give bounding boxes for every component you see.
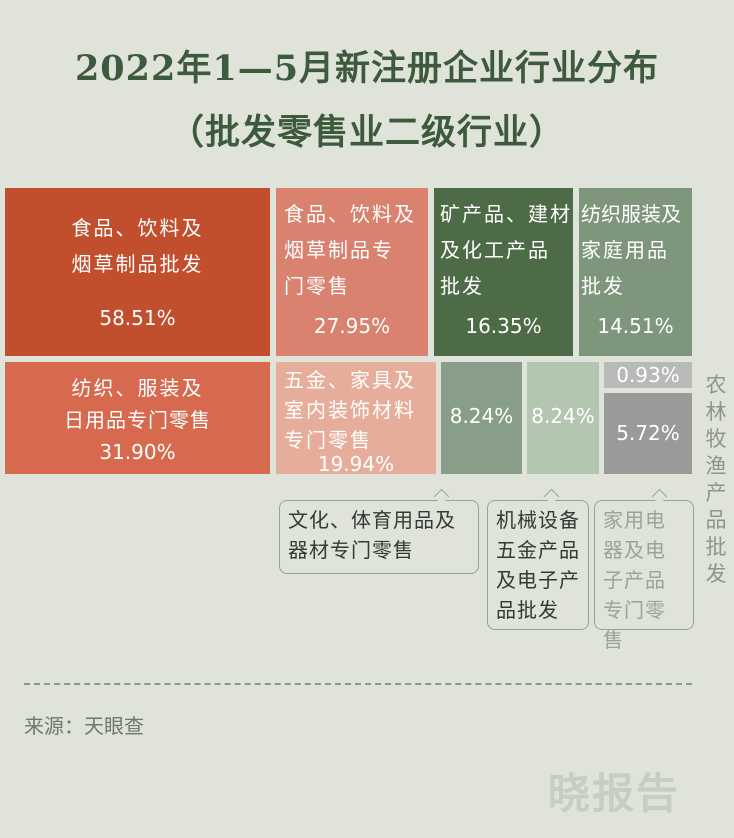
tile-machinery-wholesale: 8.24% <box>527 362 599 474</box>
tile-label-line: 门零售 <box>284 274 350 298</box>
tile-label-line: 日用品专门零售 <box>64 408 211 432</box>
callout-text: 家用电器及电子产品专门零售 <box>603 508 666 652</box>
tile-value: 58.51% <box>99 306 176 330</box>
divider <box>24 683 692 685</box>
tile-value: 5.72% <box>616 421 680 445</box>
tile-minerals-wholesale: 矿产品、建材 及化工产品 批发 16.35% <box>434 188 573 356</box>
tile-hardware-retail: 五金、家具及 室内装饰材料 专门零售 19.94% <box>276 362 436 476</box>
tile-label-line: 矿产品、建材 <box>440 202 572 226</box>
tile-label-line: 室内装饰材料 <box>284 398 416 422</box>
tile-culture-retail: 8.24% <box>441 362 522 474</box>
tile-label-line: 家庭用品 <box>581 238 669 262</box>
callout-culture-retail: 文化、体育用品及器材专门零售 <box>279 500 479 574</box>
tile-label-line: 纺织、服装及 <box>71 376 204 400</box>
tile-value: 8.24% <box>531 404 595 428</box>
brand-watermark: 晓报告 <box>548 769 681 818</box>
tile-value: 19.94% <box>317 452 395 476</box>
callout-appliance-retail: 家用电器及电子产品专门零售 <box>594 500 694 652</box>
tile-label-line: 食品、饮料及 <box>71 216 204 240</box>
tile-label-line: 批发 <box>581 274 625 298</box>
tile-label-line: 烟草制品批发 <box>71 252 204 276</box>
chart-subtitle: （批发零售业二级行业） <box>168 112 565 153</box>
callout-text: 文化、体育用品及器材专门零售 <box>288 508 456 562</box>
callout-text: 机械设备五金产品及电子产品批发 <box>496 508 580 622</box>
tile-textile-wholesale: 纺织服装及 家庭用品 批发 14.51% <box>579 188 692 356</box>
tile-label-line: 五金、家具及 <box>284 368 416 392</box>
tile-label-line: 批发 <box>440 274 484 298</box>
tile-food-wholesale: 食品、饮料及 烟草制品批发 58.51% <box>5 188 270 356</box>
tile-value: 27.95% <box>313 314 391 338</box>
vertical-label-agri: 农林牧渔产品批发 <box>705 373 727 586</box>
tile-appliance-retail: 5.72% <box>604 393 692 474</box>
tile-food-retail: 食品、饮料及 烟草制品专 门零售 27.95% <box>276 188 428 356</box>
chart-title: 2022年1—5月新注册企业行业分布 <box>74 48 660 89</box>
callout-machinery-wholesale: 机械设备五金产品及电子产品批发 <box>487 500 589 630</box>
tile-value: 14.51% <box>597 314 674 338</box>
tile-label-line: 专门零售 <box>284 428 372 452</box>
source-note: 来源：天眼查 <box>24 714 144 738</box>
tile-textile-retail: 纺织、服装及 日用品专门零售 31.90% <box>5 362 270 474</box>
tile-label-line: 烟草制品专 <box>284 238 394 262</box>
tile-value: 31.90% <box>99 440 176 464</box>
tile-label-line: 及化工产品 <box>440 238 550 262</box>
tile-agri-wholesale: 0.93% <box>604 362 692 388</box>
tile-value: 0.93% <box>616 363 680 387</box>
tile-value: 8.24% <box>449 404 514 428</box>
tile-value: 16.35% <box>465 314 542 338</box>
tile-label-line: 食品、饮料及 <box>284 202 416 226</box>
tile-label-line: 纺织服装及 <box>581 202 681 226</box>
